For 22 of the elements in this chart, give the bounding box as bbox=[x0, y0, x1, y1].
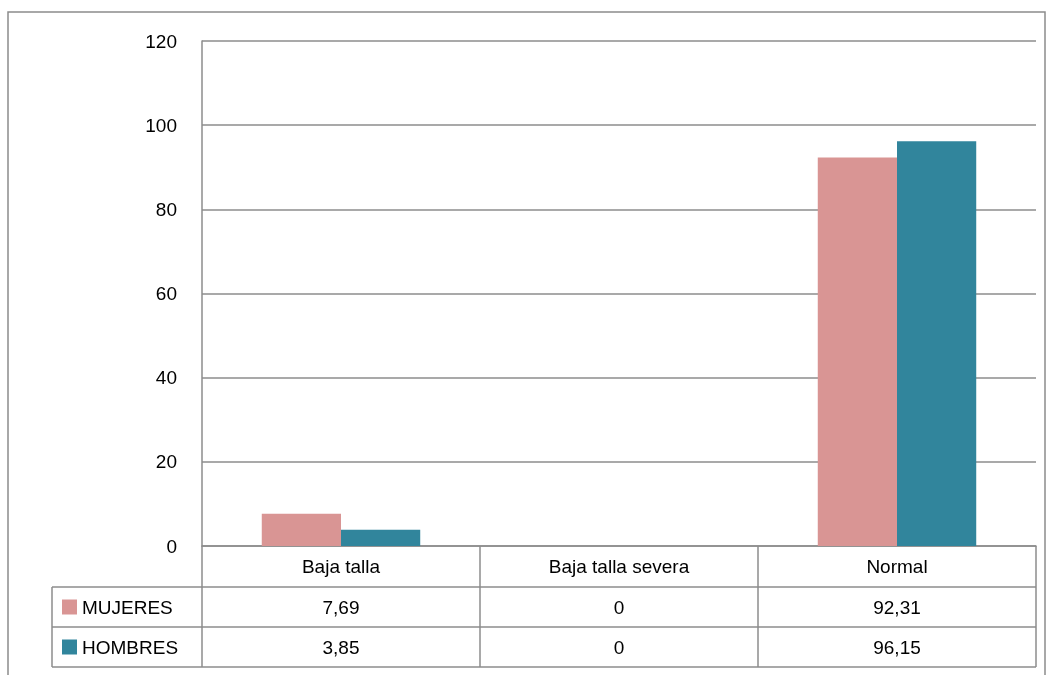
data-label: 3,85 bbox=[322, 636, 360, 658]
data-label: 92,31 bbox=[873, 596, 921, 618]
x-tick-label: Baja talla severa bbox=[548, 556, 690, 577]
y-tick-label: 0 bbox=[166, 535, 177, 557]
y-tick-label: 80 bbox=[155, 198, 177, 220]
legend-label: MUJERES bbox=[82, 596, 173, 618]
y-tick-label: 120 bbox=[145, 30, 177, 52]
data-label: 0 bbox=[613, 636, 625, 658]
bar bbox=[897, 141, 977, 546]
bar bbox=[341, 529, 421, 546]
y-tick-label: 60 bbox=[155, 283, 177, 304]
y-tick-label: 100 bbox=[145, 114, 177, 136]
y-tick-label: 40 bbox=[155, 367, 177, 389]
y-tick-label: 20 bbox=[155, 451, 177, 473]
bar bbox=[261, 513, 341, 546]
data-label: 7,69 bbox=[322, 596, 360, 618]
bar bbox=[817, 157, 897, 546]
x-tick-label: Normal bbox=[866, 556, 928, 577]
data-label: 96,15 bbox=[873, 636, 921, 658]
legend-label: HOMBRES bbox=[82, 636, 179, 658]
x-tick-label: Baja talla bbox=[301, 556, 381, 577]
data-label: 0 bbox=[613, 596, 625, 618]
